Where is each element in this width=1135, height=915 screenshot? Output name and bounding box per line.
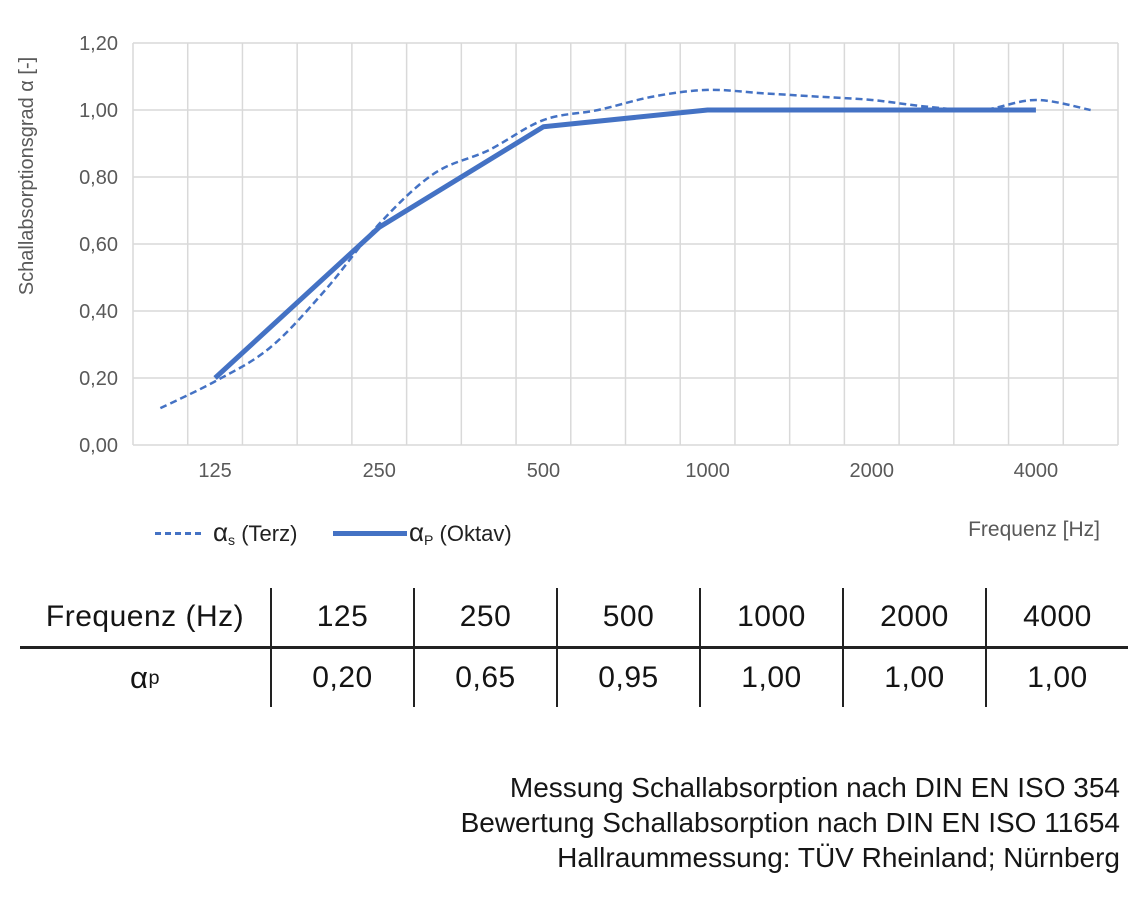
- absorption-line-chart: 0,00 0,20 0,40 0,60 0,80 1,00 1,20 125 250 500 100…: [16, 33, 1119, 482]
- y-tick-label: 1,20: [79, 33, 118, 55]
- legend-oktav-text: (Oktav): [433, 521, 512, 547]
- subscript-s: s: [228, 532, 236, 549]
- x-tick-label: 500: [527, 460, 560, 482]
- oktav-solid-line-sample: [333, 530, 407, 536]
- table-value-cell: 1,00: [699, 649, 842, 707]
- absorption-value-table: Frequenz (Hz) 125 250 500 1000 2000 4000…: [20, 588, 1128, 707]
- y-tick-label: 0,00: [79, 435, 118, 457]
- table-value-cell: 1,00: [842, 649, 985, 707]
- table-header-cell: 250: [413, 588, 556, 646]
- table-header-frequency: Frequenz (Hz): [45, 600, 245, 633]
- legend-item-oktav: αP (Oktav): [333, 516, 512, 550]
- legend-label-terz: αs (Terz): [213, 517, 297, 548]
- series-terz-line: [159, 88, 1091, 410]
- y-tick-label: 0,60: [79, 234, 118, 256]
- alpha-symbol: α: [130, 660, 149, 695]
- y-axis-title: Schallabsorptionsgrad α [-]: [16, 57, 38, 295]
- table-value-cell: 0,65: [413, 649, 556, 707]
- note-line-bewertung: Bewertung Schallabsorption nach DIN EN I…: [460, 807, 1120, 838]
- x-tick-label: 250: [363, 460, 396, 482]
- legend-item-terz: αs (Terz): [155, 516, 297, 550]
- table-header-cell: 500: [556, 588, 699, 646]
- x-axis-title: Frequenz [Hz]: [968, 518, 1100, 541]
- table-header-cell: 4000: [985, 588, 1128, 646]
- alpha-symbol: α: [409, 517, 425, 548]
- note-line-messung: Messung Schallabsorption nach DIN EN ISO…: [509, 772, 1120, 803]
- table-header-cell: 125: [270, 588, 413, 646]
- y-tick-label: 0,20: [79, 368, 118, 390]
- x-tick-label: 2000: [850, 460, 895, 482]
- x-tick-label: 4000: [1014, 460, 1059, 482]
- alpha-symbol: α: [213, 517, 229, 548]
- legend-terz-text: (Terz): [235, 521, 298, 547]
- series-oktav-line: [213, 107, 1036, 380]
- table-value-cell: 0,95: [556, 649, 699, 707]
- terz-dashed-line-sample: [155, 531, 204, 535]
- y-tick-label: 1,00: [79, 100, 118, 122]
- measurement-notes: Messung Schallabsorption nach DIN EN ISO…: [20, 770, 1120, 875]
- table-header-row: Frequenz (Hz) 125 250 500 1000 2000 4000: [20, 588, 1128, 649]
- subscript-p: P: [424, 532, 434, 549]
- legend-label-oktav: αP (Oktav): [409, 517, 512, 548]
- y-tick-label: 0,40: [79, 301, 118, 323]
- table-header-cell: 2000: [842, 588, 985, 646]
- subscript-p: p: [148, 666, 160, 689]
- x-tick-label: 1000: [685, 460, 730, 482]
- chart-legend: αs (Terz) αP (Oktav) Frequenz [Hz]: [0, 516, 1135, 550]
- x-tick-label: 125: [198, 460, 231, 482]
- table-value-cell: 0,20: [270, 649, 413, 707]
- table-header-cell: 1000: [699, 588, 842, 646]
- y-tick-label: 0,80: [79, 167, 118, 189]
- table-value-cell: 1,00: [985, 649, 1128, 707]
- note-line-hallraummessung: Hallraummessung: TÜV Rheinland; Nürnberg: [557, 842, 1120, 873]
